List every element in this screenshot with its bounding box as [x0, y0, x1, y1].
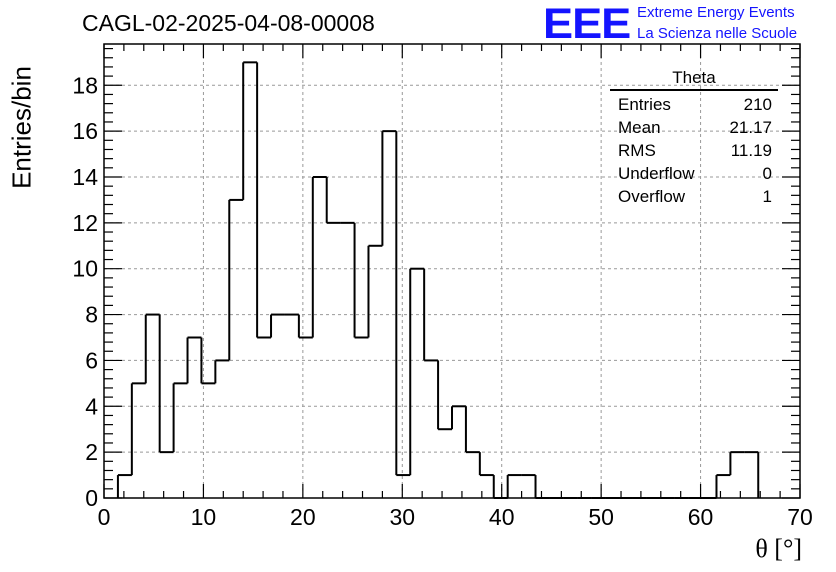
y-tick-label: 6 — [85, 347, 98, 373]
logo-line-1: Extreme Energy Events — [637, 4, 795, 21]
x-tick-label: 10 — [191, 504, 217, 530]
stats-box: Theta Entries 210 Mean 21.17 RMS 11.19 U… — [610, 68, 778, 208]
stats-label: Underflow — [618, 164, 695, 183]
x-tick-label: 20 — [290, 504, 316, 530]
x-tick-label: 50 — [588, 504, 614, 530]
stats-value: 0 — [762, 164, 772, 183]
y-tick-label: 14 — [72, 164, 98, 190]
stats-label: Entries — [618, 95, 671, 114]
x-tick-label: 70 — [787, 504, 813, 530]
x-tick-label: 40 — [489, 504, 515, 530]
logo-line-2: La Scienza nelle Scuole — [637, 25, 798, 42]
stats-label: Mean — [618, 118, 661, 137]
y-tick-label: 16 — [72, 118, 98, 144]
eee-logo: EEE — [543, 0, 631, 48]
stats-row-underflow: Underflow 0 — [610, 162, 778, 185]
y-tick-label: 18 — [72, 72, 98, 98]
stats-value: 210 — [743, 95, 772, 114]
x-axis-label: θ [°] — [755, 534, 802, 563]
y-tick-label: 2 — [85, 439, 98, 465]
y-tick-label: 10 — [72, 256, 98, 282]
x-tick-label: 30 — [389, 504, 415, 530]
stats-row-entries: Entries 210 — [610, 93, 778, 116]
stats-label: Overflow — [618, 187, 686, 206]
stats-row-mean: Mean 21.17 — [610, 116, 778, 139]
x-tick-label: 0 — [98, 504, 111, 530]
plot-frame — [103, 43, 801, 499]
y-tick-label: 4 — [85, 393, 98, 419]
chart-title: CAGL-02-2025-04-08-00008 — [82, 10, 375, 36]
stats-title: Theta — [610, 68, 778, 91]
stats-value: 1 — [762, 187, 772, 206]
stats-row-rms: RMS 11.19 — [610, 139, 778, 162]
x-tick-label: 60 — [688, 504, 714, 530]
stats-row-overflow: Overflow 1 — [610, 185, 778, 208]
y-tick-label: 8 — [85, 302, 98, 328]
stats-value: 11.19 — [730, 141, 772, 160]
stats-label: RMS — [618, 141, 656, 160]
y-axis-label: Entries/bin — [6, 66, 37, 189]
y-tick-label: 12 — [72, 210, 98, 236]
stats-value: 21.17 — [729, 118, 772, 137]
y-tick-label: 0 — [85, 485, 98, 511]
